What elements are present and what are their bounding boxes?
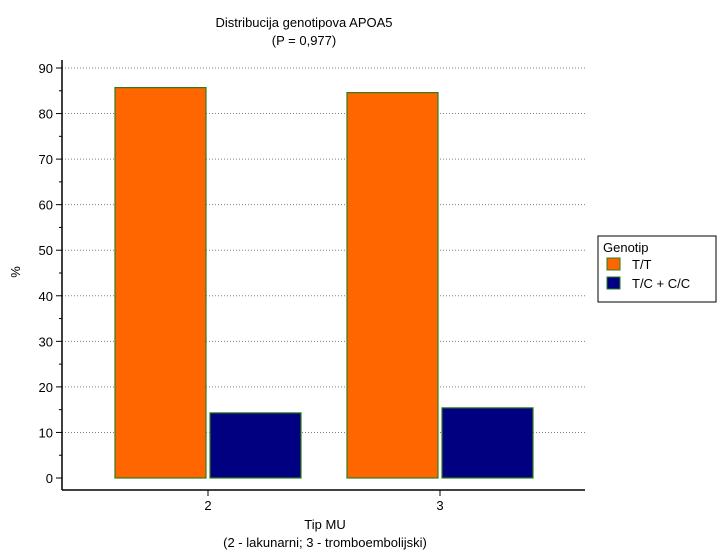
- x-axis-note: (2 - lakunarni; 3 - tromboembolijski): [223, 535, 427, 550]
- chart-title: Distribucija genotipova APOA5: [215, 15, 392, 30]
- axes: 0 10 20 30 40 50 60 70 80 90 2 3: [39, 60, 585, 513]
- y-tick-label: 50: [39, 243, 53, 258]
- y-tick-label: 60: [39, 198, 53, 213]
- y-tick-label: 0: [46, 471, 53, 486]
- y-tick-label: 10: [39, 425, 53, 440]
- y-tick-label: 20: [39, 380, 53, 395]
- legend-title: Genotip: [603, 240, 649, 255]
- y-tick-label: 30: [39, 334, 53, 349]
- y-axis-label: %: [8, 266, 23, 278]
- y-tick-label: 80: [39, 107, 53, 122]
- chart-subtitle: (P = 0,977): [272, 33, 336, 48]
- y-tick-label: 90: [39, 61, 53, 76]
- x-tick-label: 2: [204, 498, 211, 513]
- bars: [114, 86, 534, 479]
- bar-3-tc-cc: [441, 407, 534, 479]
- legend-label: T/C + C/C: [632, 276, 690, 291]
- legend-swatch: [606, 276, 621, 290]
- y-tick-label: 70: [39, 152, 53, 167]
- bar-2-tc-cc: [209, 412, 302, 479]
- bar-3-tt: [346, 91, 439, 479]
- x-tick-label: 3: [436, 498, 443, 513]
- legend-label: T/T: [632, 257, 652, 272]
- x-axis-label: Tip MU: [304, 517, 345, 532]
- y-tick-label: 40: [39, 289, 53, 304]
- bar-2-tt: [114, 86, 207, 479]
- legend: Genotip T/T T/C + C/C: [597, 235, 717, 303]
- legend-swatch: [606, 257, 621, 271]
